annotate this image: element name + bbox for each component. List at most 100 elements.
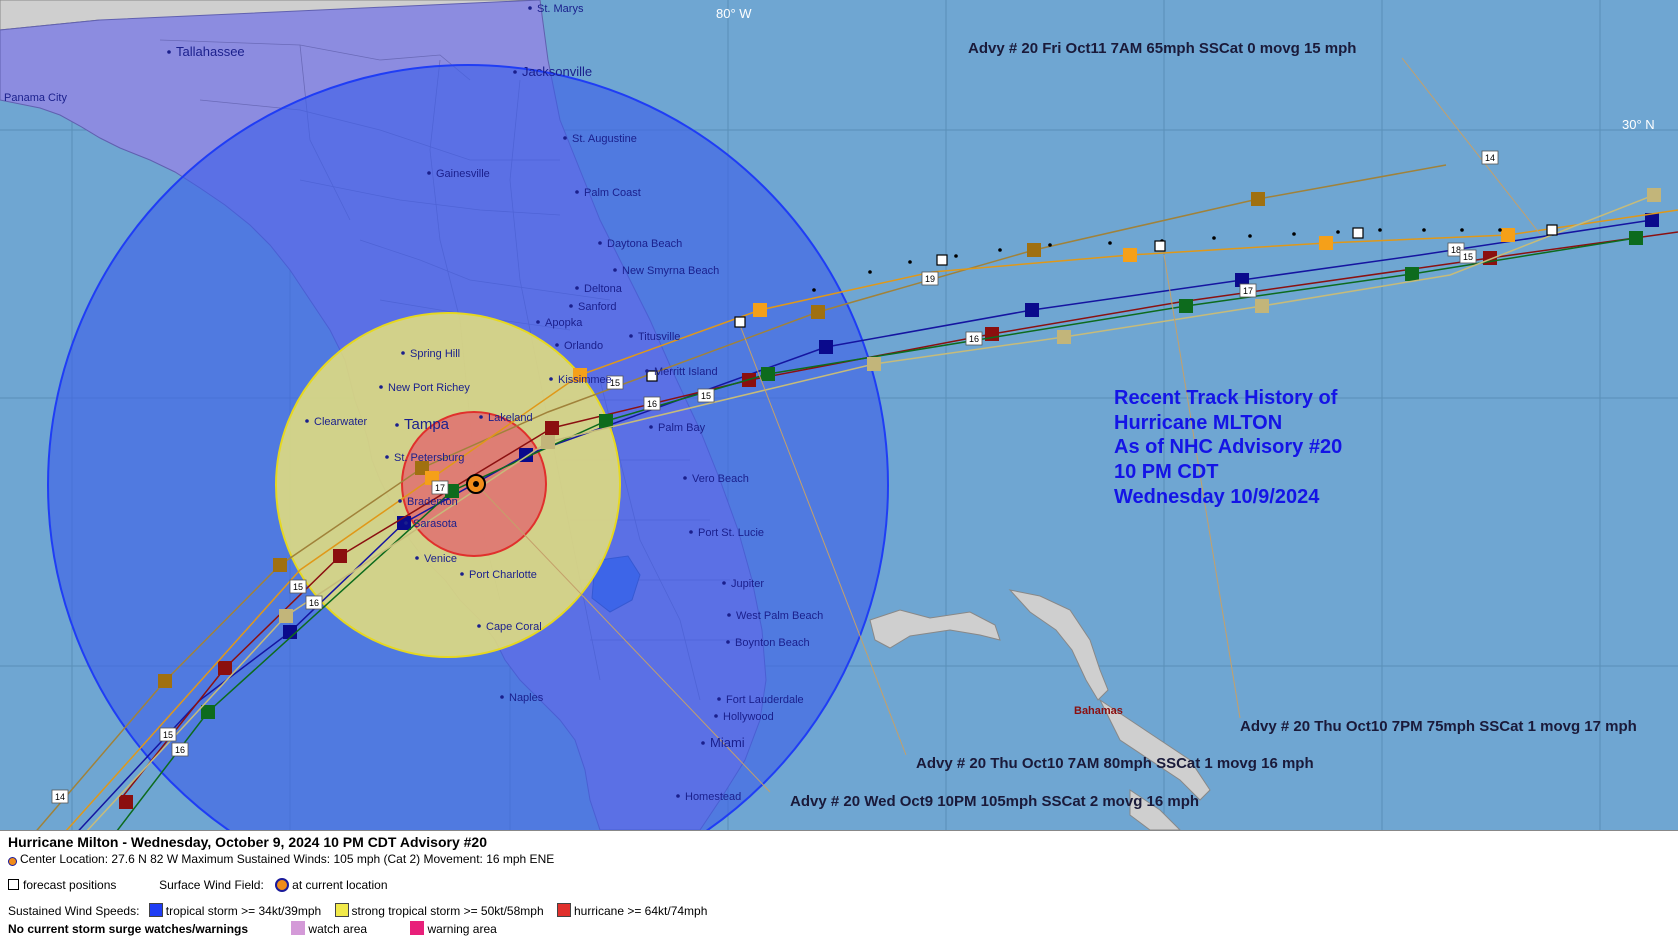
legend-wind-speeds-row: Sustained Wind Speeds: tropical storm >=… <box>8 903 707 918</box>
warning-area-swatch <box>410 921 425 935</box>
forecast-dot <box>1378 228 1382 232</box>
city-label: Deltona <box>584 283 623 295</box>
city-label: New Smyrna Beach <box>622 265 719 277</box>
forecast-position-square <box>1352 227 1364 239</box>
day-number-box: 16 <box>171 742 189 757</box>
city-dot <box>404 521 408 525</box>
day-number-text: 16 <box>647 399 657 409</box>
city-label: Daytona Beach <box>607 238 682 250</box>
at-current-location-label: at current location <box>292 878 388 892</box>
city-dot <box>701 741 705 745</box>
track-marker <box>1629 231 1643 245</box>
city-dot <box>379 385 383 389</box>
city-label: Bradenton <box>407 496 458 508</box>
city-label: Cape Coral <box>486 621 542 633</box>
track-marker <box>541 435 555 449</box>
day-number-box: 14 <box>1481 150 1499 165</box>
day-number-box: 17 <box>1239 283 1257 298</box>
forecast-position-square <box>646 370 658 382</box>
city-dot <box>305 419 309 423</box>
city-label: Titusville <box>638 331 680 343</box>
day-number-box: 15 <box>697 388 715 403</box>
advisory-label: Advy # 20 Thu Oct10 7AM 80mph SSCat 1 mo… <box>916 755 1314 772</box>
city-dot <box>689 530 693 534</box>
strong-tropical-storm-swatch <box>334 903 349 917</box>
city-dot <box>649 425 653 429</box>
city-dot <box>477 624 481 628</box>
city-label: Apopka <box>545 317 583 329</box>
city-label: Palm Bay <box>658 422 706 434</box>
forecast-tracks <box>36 164 1678 830</box>
forecast-position-square <box>1546 224 1558 236</box>
track-history-title: Recent Track History of Hurricane MLTON … <box>1114 387 1342 508</box>
city-dot <box>549 377 553 381</box>
track-line-4 <box>65 209 1678 830</box>
city-dot <box>569 304 573 308</box>
city-label: St. Petersburg <box>394 452 464 464</box>
advisory-label: Advy # 20 Fri Oct11 7AM 65mph SSCat 0 mo… <box>968 40 1356 57</box>
city-label: Vero Beach <box>692 473 749 485</box>
day-number-text: 14 <box>1485 153 1495 163</box>
city-label: Port Charlotte <box>469 569 537 581</box>
day-number-box: 16 <box>643 396 661 411</box>
forecast-positions-label: forecast positions <box>23 878 117 892</box>
city-label: Palm Coast <box>584 187 641 199</box>
city-label: Clearwater <box>314 416 368 428</box>
day-number-box: 14 <box>51 789 69 804</box>
track-marker <box>1645 213 1659 227</box>
city-label: Panama City <box>4 92 67 104</box>
tropical-storm-swatch <box>148 903 163 917</box>
strong-tropical-storm-label: strong tropical storm >= 50kt/58mph <box>351 904 544 918</box>
city-label: Jupiter <box>731 578 764 590</box>
city-label: Tallahassee <box>176 44 245 59</box>
city-label: Kissimmee <box>558 374 612 386</box>
title-line-1: Recent Track History of <box>1114 387 1338 409</box>
city-dot <box>683 476 687 480</box>
current-location-icon <box>275 878 290 892</box>
legend-headline: Hurricane Milton - Wednesday, October 9,… <box>8 834 488 850</box>
tropical-storm-label: tropical storm >= 34kt/39mph <box>165 904 322 918</box>
city-label: Merritt Island <box>654 366 718 378</box>
day-number-text: 16 <box>309 598 319 608</box>
day-number-text: 15 <box>293 582 303 592</box>
day-number-text: 15 <box>701 391 711 401</box>
city-dot <box>629 334 633 338</box>
track-marker <box>819 340 833 354</box>
track-marker <box>1501 228 1515 242</box>
day-number-box: 15 <box>159 727 177 742</box>
city-label: Miami <box>710 735 745 750</box>
day-number-box: 15 <box>606 375 624 390</box>
day-number-text: 15 <box>610 378 620 388</box>
forecast-position-squares <box>646 224 1558 382</box>
city-dot <box>563 136 567 140</box>
advisory-leader-lines <box>475 57 1541 793</box>
city-dot <box>415 556 419 560</box>
forecast-dot <box>1422 228 1426 232</box>
track-marker <box>1123 248 1137 262</box>
watch-area-swatch <box>291 921 306 935</box>
forecast-dot <box>1460 228 1464 232</box>
track-marker <box>545 421 559 435</box>
city-label: Boynton Beach <box>735 637 810 649</box>
legend-center-line: Center Location: 27.6 N 82 W Maximum Sus… <box>8 852 554 866</box>
city-label: Orlando <box>564 340 603 352</box>
city-dot <box>575 286 579 290</box>
track-line-5 <box>86 194 1655 830</box>
city-label: Venice <box>424 553 457 565</box>
track-marker <box>1319 236 1333 250</box>
city-dot <box>167 50 171 54</box>
track-marker <box>201 705 215 719</box>
track-marker <box>1255 299 1269 313</box>
no-surge-label: No current storm surge watches/warnings <box>8 922 249 936</box>
city-label: Gainesville <box>436 168 490 180</box>
advisory-label: Advy # 20 Wed Oct9 10PM 105mph SSCat 2 m… <box>790 793 1199 810</box>
city-dot <box>395 423 399 427</box>
sustained-wind-label: Sustained Wind Speeds: <box>8 904 140 918</box>
storm-map: 14 15 16 15 16 17 16 15 16 17 18 15 19 14 15 Tallahass… <box>0 0 1678 830</box>
city-dot <box>726 640 730 644</box>
city-dot <box>555 343 559 347</box>
bahamas-islands <box>869 589 1211 830</box>
day-number-box: 19 <box>921 271 939 286</box>
forecast-dot <box>954 254 958 258</box>
